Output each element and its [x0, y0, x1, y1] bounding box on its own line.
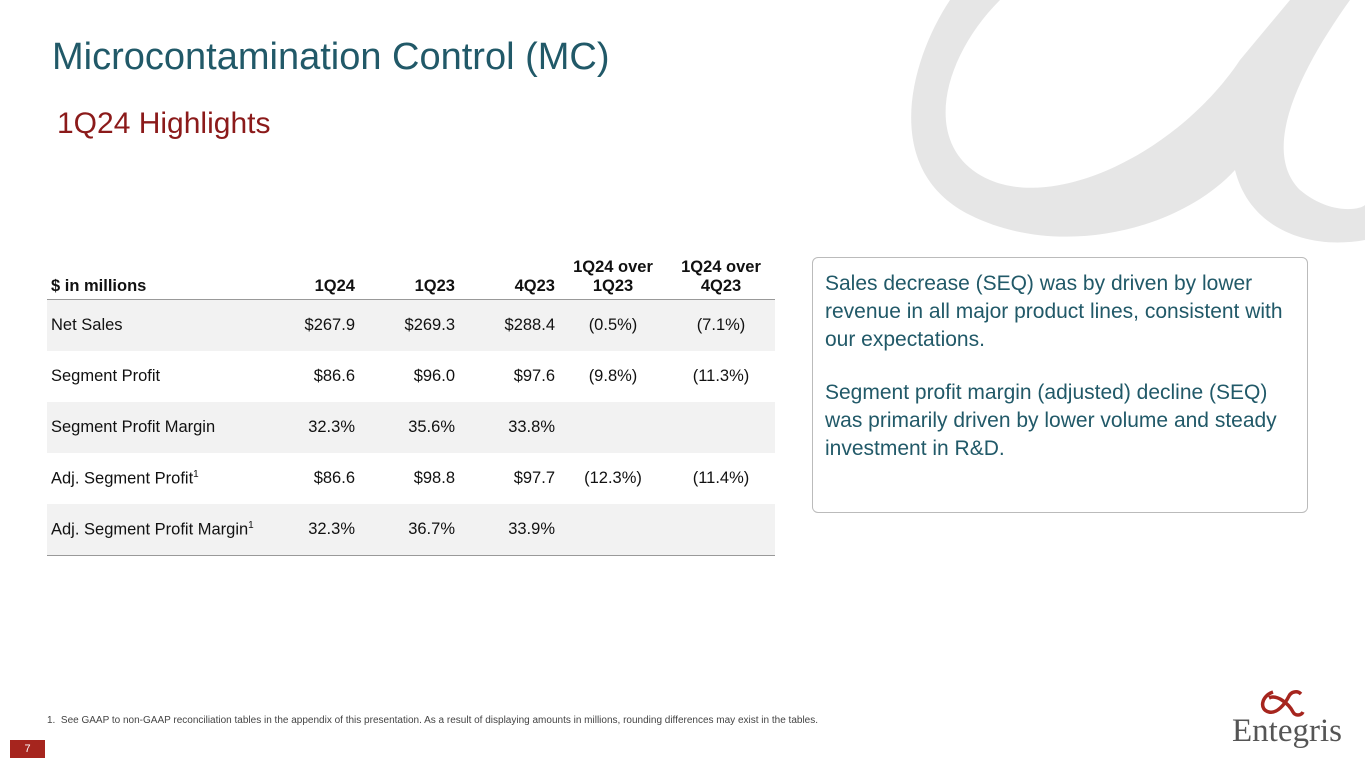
row-label: Segment Profit Margin [51, 418, 216, 436]
column-header: $ in millions [47, 248, 283, 300]
table-cell: (12.3%) [584, 469, 642, 487]
column-header: 1Q24 [283, 248, 359, 300]
table-cell: 33.9% [459, 504, 559, 556]
row-label: Segment Profit [51, 367, 161, 385]
row-label: Adj. Segment Profit [51, 469, 194, 488]
table-row: Adj. Segment Profit1 $86.6 $98.8 $97.7 (12.3… [47, 453, 775, 504]
callout-box: Sales decrease (SEQ) was by driven by lo… [812, 257, 1308, 513]
table-cell: $86.6 [313, 367, 355, 385]
footnote: 1. See GAAP to non-GAAP reconciliation t… [47, 715, 818, 726]
row-label-cell: Adj. Segment Profit1 [47, 453, 283, 504]
table-cell: $98.8 [413, 469, 455, 487]
table-row: Segment Profit $86.6 $96.0 $97.6 (9.8%) (11.3… [47, 351, 775, 402]
footnote-ref: 1 [248, 519, 254, 531]
table-cell: (0.5%) [559, 299, 667, 351]
row-label-cell: Segment Profit Margin [47, 402, 283, 453]
page-number: 7 [10, 740, 45, 758]
table-cell [667, 402, 775, 453]
table-cell: $267.9 [283, 299, 359, 351]
row-label-cell: Net Sales [47, 299, 283, 351]
column-header: 1Q24 over 1Q23 [559, 248, 667, 300]
table-cell: 33.8% [459, 402, 559, 453]
table-cell [667, 504, 775, 556]
data-table: $ in millions 1Q24 1Q23 4Q23 1Q24 over 1Q23 1… [47, 248, 775, 556]
logo-mark [1260, 690, 1305, 717]
column-header: 1Q24 over 4Q23 [667, 248, 775, 300]
table-cell: $86.6 [313, 469, 355, 487]
table-row: Net Sales $267.9 $269.3 $288.4 (0.5%) (7.1%) [47, 299, 775, 351]
footnote-marker: 1. [47, 715, 56, 726]
column-header: 1Q23 [359, 248, 459, 300]
table-cell: 32.3% [283, 402, 359, 453]
table-cell: $96.0 [413, 367, 455, 385]
subtitle: 1Q24 Highlights [57, 107, 271, 140]
row-label: Adj. Segment Profit Margin [51, 520, 249, 539]
footnote-ref: 1 [193, 468, 199, 480]
row-label-cell: Segment Profit [47, 351, 283, 402]
column-header: 4Q23 [459, 248, 559, 300]
table-row: Adj. Segment Profit Margin1 32.3% 36.7% 33.… [47, 504, 775, 556]
table-cell: $97.7 [513, 469, 555, 487]
table-row: Segment Profit Margin 32.3% 35.6% 33.8% [47, 402, 775, 453]
callout-text: Sales decrease (SEQ) was by driven by lo… [825, 272, 1283, 351]
table-cell: 36.7% [359, 504, 459, 556]
row-label-cell: Adj. Segment Profit Margin1 [47, 504, 283, 556]
table-cell: $288.4 [459, 299, 559, 351]
row-label: Net Sales [51, 316, 123, 334]
logo-text: Entegris [1232, 713, 1342, 749]
table-cell: (7.1%) [667, 299, 775, 351]
title: Microcontamination Control (MC) [52, 36, 610, 78]
table-cell: (11.3%) [692, 367, 750, 385]
callout-text: Segment profit margin (adjusted) decline… [825, 381, 1277, 460]
table-cell: (11.4%) [692, 469, 750, 487]
table-cell: (9.8%) [588, 367, 638, 385]
table-cell [559, 402, 667, 453]
table-cell: $97.6 [513, 367, 555, 385]
table-cell [559, 504, 667, 556]
background-emblem [911, 0, 1365, 243]
table-cell: 35.6% [359, 402, 459, 453]
table-cell: $269.3 [359, 299, 459, 351]
footnote-text: See GAAP to non-GAAP reconciliation tabl… [60, 715, 819, 726]
table-cell: 32.3% [283, 504, 359, 556]
